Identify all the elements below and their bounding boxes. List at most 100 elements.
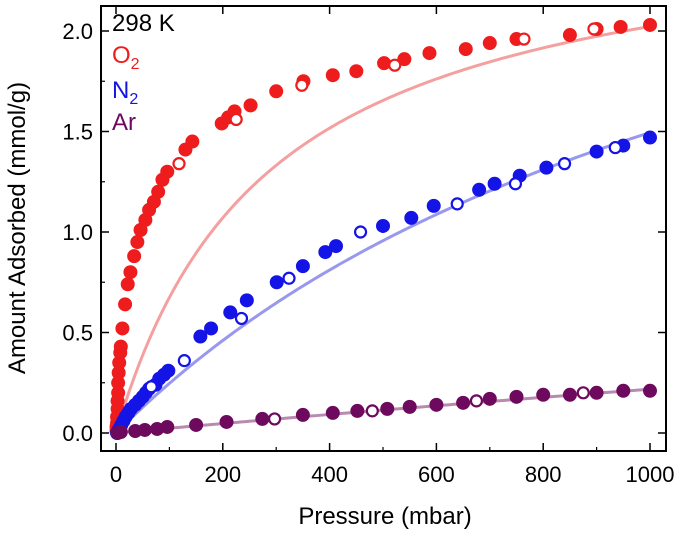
legend-entry-ar: Ar [112,109,136,136]
legend-subscript: 2 [131,56,140,73]
data-point-filled [325,68,340,83]
data-point-open [295,78,309,92]
data-point-filled [509,389,524,404]
data-point-filled [397,52,412,67]
data-point-filled [239,293,254,308]
y-tick-label: 2.0 [62,19,93,44]
data-point-open [229,112,243,127]
data-point-filled [223,305,238,320]
data-point-filled [487,176,502,191]
data-point-filled [115,321,130,336]
data-point-filled [160,164,175,179]
x-tick-label: 800 [525,462,562,487]
x-tick-label: 400 [311,462,348,487]
data-point-open [267,412,282,426]
data-point-open [608,140,622,155]
data-point-filled [482,36,497,51]
legend-label: Ar [112,109,136,136]
data-point-filled [562,387,577,402]
y-tick-label: 1.5 [62,120,93,145]
data-point-open [282,271,296,285]
data-point-open [353,225,368,239]
data-point-filled [318,245,333,260]
data-point-open [388,58,402,72]
data-point-filled [539,160,554,175]
data-point-filled [255,411,270,426]
data-point-filled [458,42,473,57]
data-point-filled [482,391,497,406]
data-point-filled [643,383,657,398]
data-point-filled [562,28,577,43]
data-point-open [557,157,572,171]
x-tick-label: 600 [418,462,455,487]
data-point-filled [349,64,364,79]
data-point-filled [456,395,471,410]
data-point-filled [404,210,419,225]
data-point-filled [422,46,437,61]
data-point-filled [160,419,175,434]
data-point-open [450,197,464,211]
data-point-open [172,157,186,171]
data-point-open [144,380,158,394]
data-point-filled [185,134,200,149]
data-point-filled [536,387,551,402]
legend-subscript: 2 [129,91,138,108]
x-tick-label: 0 [110,462,122,487]
legend-entry-n2: N2 [112,77,138,108]
data-point-filled [376,218,390,233]
data-point-filled [350,403,365,418]
data-point-filled [643,17,657,32]
axis-ticks: 0 200 400 600 800 1000 0.0 0.5 1.0 1.5 2.0 [62,6,674,487]
data-point-filled [123,265,138,280]
data-point-filled [137,422,152,437]
y-axis-title: Amount Adsorbed (mmol/g) [4,82,31,374]
data-point-filled [613,19,628,34]
data-point-filled [380,401,395,416]
data-points [109,17,657,440]
temperature-annotation: 298 K [112,10,175,37]
x-tick-label: 1000 [626,462,675,487]
legend-label: O [112,42,131,69]
data-point-filled [161,363,176,378]
data-point-open [365,404,379,418]
data-point-filled [120,277,135,292]
data-point-filled [643,130,657,145]
data-point-open [587,22,601,36]
data-point-filled [269,84,284,99]
data-point-filled [589,144,604,159]
data-point-filled [189,417,204,432]
data-point-filled [429,397,444,412]
data-point-open [469,394,484,408]
legend-label: N [112,77,129,104]
data-point-filled [113,339,128,354]
y-tick-label: 0.0 [62,421,93,446]
data-point-open [508,177,523,191]
data-point-filled [589,385,604,400]
fit-line-series-0 [114,25,651,434]
data-point-open [576,386,590,400]
data-point-filled [426,198,441,213]
data-point-filled [269,275,284,290]
data-point-filled [295,259,310,274]
x-tick-label: 200 [204,462,241,487]
y-tick-label: 0.5 [62,321,93,346]
data-point-filled [118,297,133,312]
data-point-filled [193,329,208,344]
y-tick-label: 1.0 [62,220,93,245]
x-axis-title: Pressure (mbar) [298,503,471,530]
data-point-filled [472,182,487,197]
data-point-open [234,311,249,326]
data-point-filled [616,383,631,398]
data-point-filled [204,321,219,336]
legend: O2 N2 Ar [112,42,140,136]
data-point-filled [295,407,310,422]
data-point-filled [325,405,340,420]
legend-entry-o2: O2 [112,42,140,73]
data-point-filled [151,184,166,199]
data-point-filled [113,424,128,439]
data-point-filled [243,98,258,113]
data-point-filled [219,414,234,429]
data-point-filled [127,249,142,264]
